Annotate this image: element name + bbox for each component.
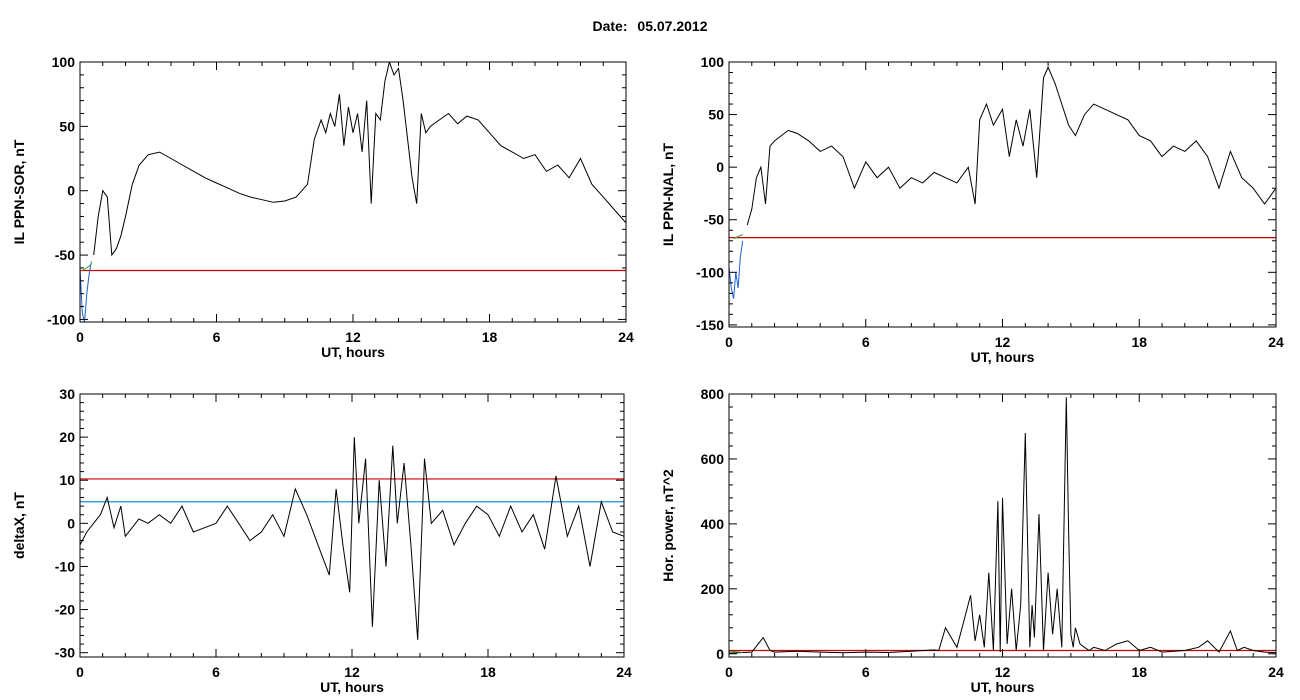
series-line-3 <box>82 263 92 271</box>
y-tick-label: 20 <box>59 429 75 445</box>
y-tick-label: -50 <box>55 247 75 263</box>
plot-frame <box>728 61 1277 328</box>
y-axis-title: Hor. power, nT^2 <box>660 469 676 582</box>
x-axis-title: UT, hours <box>971 349 1035 365</box>
date-line: Date: 05.07.2012 <box>0 18 1300 34</box>
date-label: Date: <box>592 18 628 34</box>
y-tick-label: 0 <box>716 646 724 662</box>
y-tick-label: -100 <box>47 311 75 327</box>
y-tick-label: 100 <box>52 54 76 70</box>
chart-panel-2: 0 6 12 18 24 -150 -100 -50 0 50 100 UT, hours IL PPN… <box>660 54 1284 365</box>
y-tick-label: -10 <box>55 558 75 574</box>
x-tick-label: 12 <box>345 329 361 345</box>
y-tick-label: 10 <box>59 472 75 488</box>
y-axis-title: IL PPN-NAL, nT <box>660 142 676 246</box>
x-tick-label: 6 <box>212 664 220 680</box>
y-tick-label: 100 <box>701 54 725 70</box>
x-tick-label: 18 <box>1131 664 1147 680</box>
y-tick-label: 200 <box>701 581 725 597</box>
y-tick-label: -20 <box>55 602 75 618</box>
x-tick-label: 6 <box>213 329 221 345</box>
x-tick-label: 0 <box>725 334 733 350</box>
y-tick-label: -150 <box>696 317 724 333</box>
x-tick-label: 6 <box>862 334 870 350</box>
date-value: 05.07.2012 <box>637 18 708 34</box>
x-tick-label: 0 <box>76 664 84 680</box>
y-tick-label: 0 <box>67 515 75 531</box>
y-tick-label: 600 <box>701 451 725 467</box>
series-line-1 <box>80 437 624 640</box>
x-tick-label: 18 <box>1131 334 1147 350</box>
x-tick-label: 12 <box>344 664 360 680</box>
x-tick-label: 12 <box>995 664 1011 680</box>
chart-panel-4: 0 6 12 18 24 0 200 400 600 800 UT, hours Hor. power… <box>660 386 1284 695</box>
x-tick-label: 0 <box>76 329 84 345</box>
y-tick-label: 30 <box>59 386 75 402</box>
y-tick-label: 400 <box>701 516 725 532</box>
y-tick-label: -50 <box>704 212 724 228</box>
y-axis-title: deltaX, nT <box>11 492 27 559</box>
x-tick-label: 24 <box>1268 334 1284 350</box>
x-tick-label: 12 <box>995 334 1011 350</box>
y-tick-label: 50 <box>708 107 724 123</box>
series-line-1 <box>746 66 1276 226</box>
series-line-2 <box>80 261 92 322</box>
y-tick-label: 0 <box>67 183 75 199</box>
series-line-1 <box>729 397 1276 654</box>
x-axis-title: UT, hours <box>321 344 385 360</box>
series-line-2 <box>729 240 744 299</box>
y-tick-label: 800 <box>701 386 725 402</box>
x-tick-label: 6 <box>862 664 870 680</box>
y-axis-title: IL PPN-SOR, nT <box>11 139 27 244</box>
series-line-2 <box>729 650 743 653</box>
x-tick-label: 24 <box>618 329 634 345</box>
series-line-1 <box>93 62 626 257</box>
x-tick-label: 24 <box>616 664 632 680</box>
y-tick-label: 0 <box>716 159 724 175</box>
x-tick-label: 18 <box>482 329 498 345</box>
plot-frame <box>79 61 627 323</box>
series-line-3 <box>733 234 743 240</box>
y-tick-label: -30 <box>55 645 75 661</box>
x-tick-label: 0 <box>725 664 733 680</box>
x-axis-title: UT, hours <box>971 679 1035 695</box>
x-axis-title: UT, hours <box>320 679 384 695</box>
chart-panel-3: 0 6 12 18 24 -30 -20 -10 0 10 20 30 UT, hours deltaX,… <box>11 386 632 695</box>
x-tick-label: 18 <box>480 664 496 680</box>
y-tick-label: -100 <box>696 264 724 280</box>
x-tick-label: 24 <box>1268 664 1284 680</box>
chart-panel-1: 0 6 12 18 24 -100 -50 0 50 100 UT, hours IL PPN-SOR… <box>11 54 634 360</box>
y-tick-label: 50 <box>59 118 75 134</box>
